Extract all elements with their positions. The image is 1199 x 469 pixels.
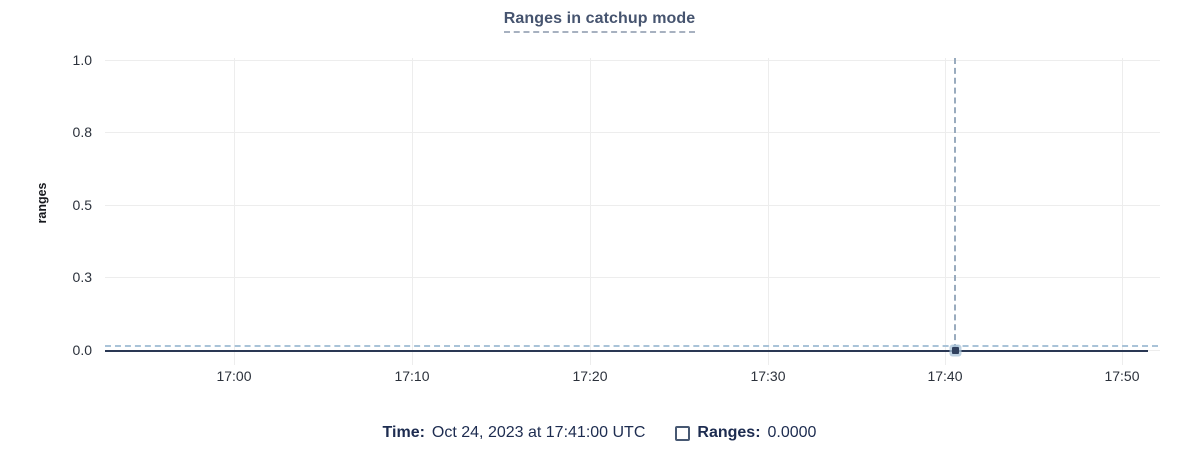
x-tick-label: 17:10 bbox=[394, 368, 430, 384]
h-gridline bbox=[105, 132, 1160, 133]
v-gridline bbox=[590, 58, 591, 365]
x-tick-label: 17:20 bbox=[572, 368, 608, 384]
v-gridline bbox=[768, 58, 769, 365]
legend-ranges-value: 0.0000 bbox=[767, 424, 817, 441]
h-gridline bbox=[105, 277, 1160, 278]
legend-ranges-label: Ranges: bbox=[697, 424, 761, 441]
legend-time-label: Time: bbox=[382, 424, 425, 441]
v-gridline bbox=[945, 58, 946, 365]
plot-area[interactable] bbox=[105, 58, 1160, 365]
y-tick-label: 0.5 bbox=[72, 197, 92, 213]
y-tick-label: 0.8 bbox=[72, 124, 92, 140]
series-line-solid bbox=[105, 349, 1148, 352]
y-axis-label: ranges bbox=[35, 182, 49, 224]
hover-crosshair bbox=[954, 58, 956, 350]
ranges-series-checkbox[interactable] bbox=[675, 425, 691, 441]
x-tick-label: 17:00 bbox=[216, 368, 252, 384]
legend-series-ranges[interactable]: Ranges: 0.0000 bbox=[675, 424, 816, 442]
y-tick-label: 1.0 bbox=[72, 52, 92, 68]
chart-title[interactable]: Ranges in catchup mode bbox=[503, 10, 696, 33]
legend-time-value: Oct 24, 2023 at 17:41:00 UTC bbox=[431, 424, 646, 441]
y-tick-label: 0.0 bbox=[72, 342, 92, 358]
h-gridline bbox=[105, 205, 1160, 206]
chart-legend: Time: Oct 24, 2023 at 17:41:00 UTC Range… bbox=[0, 420, 1199, 446]
x-tick-label: 17:40 bbox=[927, 368, 963, 384]
x-tick-label: 17:30 bbox=[750, 368, 786, 384]
v-gridline bbox=[1122, 58, 1123, 365]
hover-point-marker bbox=[951, 347, 959, 354]
v-gridline bbox=[412, 58, 413, 365]
x-tick-label: 17:50 bbox=[1104, 368, 1140, 384]
v-gridline bbox=[234, 58, 235, 365]
h-gridline bbox=[105, 60, 1160, 61]
series-line-dashed bbox=[105, 345, 1158, 347]
y-tick-label: 0.3 bbox=[72, 269, 92, 285]
chart-title-row: Ranges in catchup mode bbox=[0, 10, 1199, 33]
